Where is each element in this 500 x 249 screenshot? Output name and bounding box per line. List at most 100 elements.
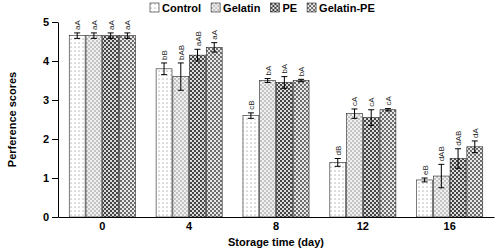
bar [243,116,259,217]
tick-mark [52,217,58,218]
bar [293,81,309,218]
error-bar [74,33,80,38]
error-bar [178,63,184,90]
error-bar [281,77,287,89]
letter-label: aA [123,19,132,29]
y-tick: 0 [43,211,58,223]
axis-line [59,217,495,218]
bar [417,180,433,217]
error-bar [124,33,130,38]
tick-mark [52,178,58,179]
tick-mark [52,139,58,140]
tick-label: 3 [43,94,49,106]
legend-item: PE [270,2,297,14]
legend-item: Gelatin [211,2,261,14]
bars [69,33,482,217]
y-axis-title: Perference scores [6,72,18,167]
bar [347,114,363,217]
legend-label: Gelatin [223,2,261,14]
bar [69,36,85,217]
bar [363,118,379,217]
error-bar [385,109,391,111]
y-tick: 1 [43,172,58,184]
tick-label: 0 [99,220,105,232]
tick-mark [52,61,58,62]
legend-label: Control [162,2,201,14]
bar [103,36,119,217]
error-bar [472,141,478,153]
error-bar [438,164,444,187]
legend-swatch [150,3,159,12]
letter-label: aA [210,29,219,39]
bar [380,110,396,217]
error-bar [351,109,357,118]
chart: aAbBcBdBeBaAbABbAcAdABaAaABbAcAdABaAaAbA… [0,0,500,249]
error-bar [161,63,167,75]
letter-label: dA [471,128,480,138]
tick-label: 2 [43,133,49,145]
letter-label: aA [90,19,99,29]
letter-label: dB [334,146,343,156]
letters: aAbBcBdBeBaAbABbAcAdABaAaABbAcAdABaAaAbA… [73,19,480,175]
error-bar [108,33,114,38]
bar [467,147,483,217]
bar [119,36,135,217]
legend-label: PE [282,2,297,14]
y-tick: 5 [43,16,58,28]
legend-swatch [270,3,279,12]
x-tick: 16 [444,217,456,232]
error-bar [91,33,97,38]
letter-label: eB [421,165,430,175]
legend-item: Control [150,2,201,14]
tick-label: 0 [43,211,49,223]
letter-label: bA [280,63,289,73]
bar [156,69,172,217]
x-axis-title: Storage time (day) [228,236,324,248]
letter-label: bB [160,50,169,60]
tick-label: 16 [444,220,456,232]
tick-label: 5 [43,16,49,28]
letter-label: aAB [194,31,203,46]
bar [86,36,102,217]
axis-line [58,23,59,218]
letter-label: cB [247,101,256,110]
error-bar [265,79,271,83]
y-tick: 2 [43,133,58,145]
bar [190,55,206,217]
error-bar [335,159,341,167]
letter-label: cA [350,96,359,106]
error-bar [211,43,217,52]
error-bar [248,113,254,118]
bar [206,47,222,217]
legend: Control Gelatin PE Gelatin-PE [150,2,375,14]
legend-label: Gelatin-PE [319,2,375,14]
letter-label: cA [367,97,376,107]
y-tick: 3 [43,94,58,106]
legend-swatch [307,3,316,12]
bar [276,82,292,217]
tick-mark [52,100,58,101]
x-tick: 0 [99,217,105,232]
error-bar [422,178,428,182]
letter-label: aA [107,19,116,29]
x-tick: 12 [357,217,369,232]
x-tick: 4 [186,217,193,232]
x-axis: 0 4 8 12 16 [59,217,495,232]
error-bar [195,49,201,61]
letter-label: cA [384,96,393,106]
letter-label: dAB [437,146,446,161]
error-bar [368,110,374,126]
letter-label: dAB [454,131,463,146]
tick-mark [52,22,58,23]
y-axis: 0 1 2 3 4 5 [43,16,59,223]
legend-swatch [211,3,220,12]
error-bar [455,149,461,169]
tick-label: 4 [43,55,50,67]
bar [173,77,189,217]
tick-label: 12 [357,220,369,232]
letter-label: bA [297,66,306,76]
plot: aAbBcBdBeBaAbABbAcAdABaAaABbAcAdABaAaAbA… [43,16,495,232]
tick-label: 8 [273,220,279,232]
letter-label: aA [73,19,82,29]
letter-label: bAB [177,45,186,60]
